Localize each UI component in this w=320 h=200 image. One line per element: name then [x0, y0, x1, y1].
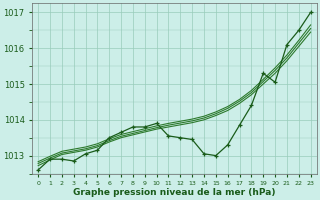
X-axis label: Graphe pression niveau de la mer (hPa): Graphe pression niveau de la mer (hPa) — [73, 188, 276, 197]
